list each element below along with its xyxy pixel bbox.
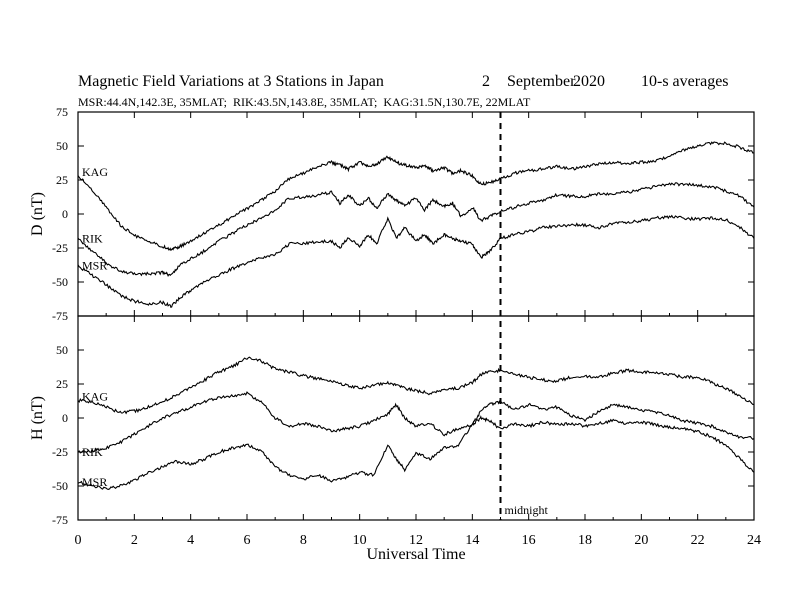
panel-frame-0 <box>77 111 755 317</box>
x-tick-label: 20 <box>634 533 648 548</box>
series-label-msr-1: MSR <box>82 475 107 489</box>
x-tick-label: 6 <box>244 533 251 548</box>
averaging-note: 10-s averages <box>641 73 729 90</box>
y-tick-label-0: 75 <box>56 105 68 119</box>
x-axis-label: Universal Time <box>366 546 465 563</box>
y-tick-label-1: -25 <box>52 445 68 459</box>
series-label-kag-0: KAG <box>82 165 108 179</box>
y-tick-label-0: -50 <box>52 275 68 289</box>
series-line-rik-0 <box>77 182 755 278</box>
date-day: 2 <box>482 73 490 90</box>
midnight-label: midnight <box>505 503 549 517</box>
x-tick-label: 16 <box>522 533 536 548</box>
series-label-kag-1: KAG <box>82 389 108 403</box>
x-tick-label: 4 <box>187 533 194 548</box>
series-line-rik-1 <box>77 391 755 454</box>
y-tick-label-1: -50 <box>52 479 68 493</box>
y-tick-label-1: -75 <box>52 513 68 527</box>
y-tick-label-0: -75 <box>52 309 68 323</box>
chart-title: Magnetic Field Variations at 3 Stations … <box>78 73 384 90</box>
date-month: September <box>507 73 576 90</box>
y-tick-label-1: 25 <box>56 377 68 391</box>
x-tick-label: 18 <box>578 533 592 548</box>
y-tick-label-0: 0 <box>62 207 68 221</box>
x-tick-label: 8 <box>300 533 307 548</box>
y-tick-label-1: 0 <box>62 411 68 425</box>
y-tick-label-1: 50 <box>56 343 68 357</box>
series-label-rik-1: RIK <box>82 445 103 459</box>
y-axis-label-1: H (nT) <box>29 396 46 440</box>
y-tick-label-0: 25 <box>56 173 68 187</box>
stations-line: MSR:44.4N,142.3E, 35MLAT; RIK:43.5N,143.… <box>78 95 531 109</box>
panel-frame-1 <box>77 315 755 521</box>
x-tick-label: 12 <box>409 533 423 548</box>
date-year: 2020 <box>573 73 605 90</box>
x-tick-label: 14 <box>465 533 479 548</box>
x-tick-label: 24 <box>747 533 761 548</box>
x-tick-label: 0 <box>75 533 82 548</box>
y-tick-label-0: 50 <box>56 139 68 153</box>
x-tick-label: 10 <box>353 533 367 548</box>
series-label-rik-0: RIK <box>82 231 103 245</box>
x-tick-label: 2 <box>131 533 138 548</box>
series-line-msr-0 <box>77 214 755 309</box>
x-tick-label: 22 <box>691 533 705 548</box>
series-label-msr-0: MSR <box>82 259 107 273</box>
series-line-kag-1 <box>77 356 754 415</box>
series-line-msr-1 <box>77 415 755 490</box>
series-line-kag-0 <box>77 141 755 252</box>
y-axis-label-0: D (nT) <box>29 192 46 236</box>
y-tick-label-0: -25 <box>52 241 68 255</box>
